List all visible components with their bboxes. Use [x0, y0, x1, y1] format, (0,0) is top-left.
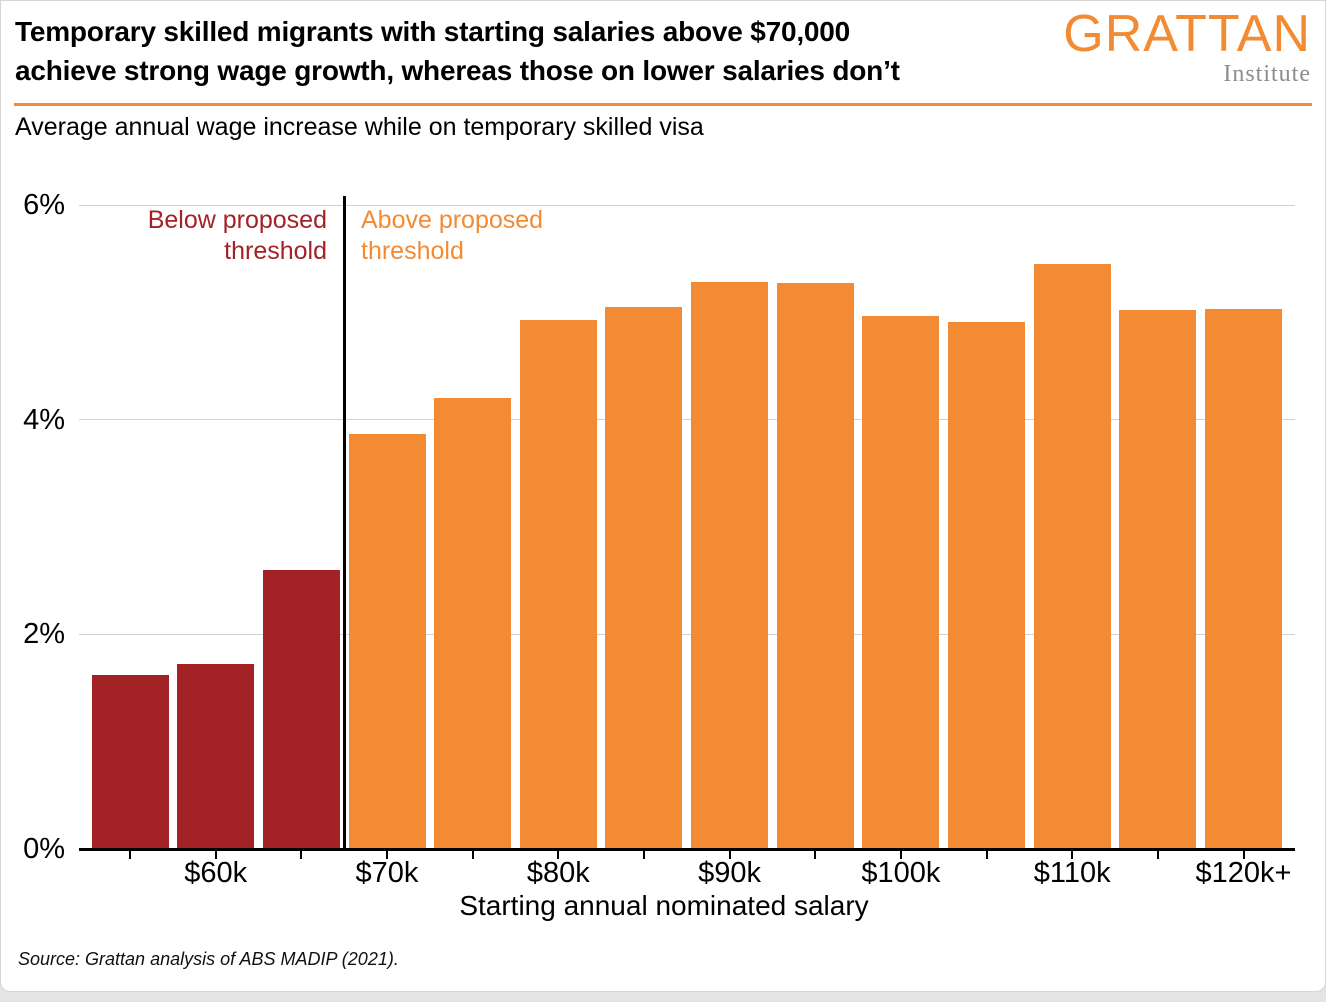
annotation-above-line-2: threshold	[361, 237, 464, 265]
x-axis-tick-10	[899, 851, 902, 859]
bar-3	[262, 569, 340, 849]
x-axis-tick-5	[471, 851, 474, 859]
x-axis-tick-8	[728, 851, 731, 859]
chart-subtitle: Average annual wage increase while on te…	[15, 113, 704, 141]
x-axis-tick-1	[129, 851, 131, 859]
annotation-below-threshold: Below proposed threshold	[148, 205, 327, 267]
bar-5	[434, 398, 512, 849]
logo-institute: Institute	[1223, 61, 1311, 87]
x-axis-label-$60k: $60k	[184, 857, 248, 889]
bar-14	[1205, 309, 1282, 849]
headline-line-1: Temporary skilled migrants with starting…	[15, 16, 851, 47]
y-axis-label-2%: 2%	[23, 618, 65, 651]
annotation-above-threshold: Above proposed threshold	[361, 205, 543, 267]
x-axis-label-$100k: $100k	[861, 857, 941, 889]
x-axis-label-$110k: $110k	[1033, 857, 1111, 889]
x-axis-tick-6	[557, 851, 560, 859]
bar-9	[776, 283, 854, 849]
gridline-4%	[79, 419, 1295, 421]
x-axis-tick-13	[1156, 851, 1159, 859]
x-axis-tick-4	[386, 851, 388, 859]
y-axis-label-4%: 4%	[23, 403, 65, 436]
annotation-below-line-2: threshold	[224, 237, 327, 265]
chart-headline: Temporary skilled migrants with starting…	[15, 12, 1085, 90]
bar-4	[348, 433, 426, 849]
threshold-divider-line	[343, 196, 346, 849]
bar-6	[519, 319, 597, 849]
x-axis-tick-11	[985, 851, 988, 859]
title-rule	[14, 103, 1312, 106]
source-note: Source: Grattan analysis of ABS MADIP (2…	[18, 949, 399, 969]
x-axis-tick-14	[1242, 851, 1245, 859]
x-axis-tick-2	[214, 851, 217, 859]
x-axis-line	[79, 848, 1295, 851]
x-axis-label-$70k: $70k	[355, 857, 419, 889]
x-axis-tick-9	[814, 851, 817, 859]
x-axis-label-$80k: $80k	[526, 857, 590, 889]
y-axis-label-6%: 6%	[23, 189, 65, 221]
y-axis-label-0%: 0%	[23, 833, 65, 865]
x-axis-title: Starting annual nominated salary	[459, 890, 869, 921]
x-axis-tick-3	[300, 851, 303, 859]
bar-7	[605, 307, 683, 849]
logo-wordmark: GRATTAN	[1063, 5, 1311, 63]
bar-13	[1119, 310, 1197, 849]
bar-11	[948, 322, 1025, 849]
bar-2	[177, 664, 255, 849]
headline-line-2: achieve strong wage growth, whereas thos…	[15, 55, 900, 86]
bar-10	[862, 315, 940, 849]
x-axis-label-$120k+: $120k+	[1195, 857, 1292, 889]
gridline-6%	[79, 204, 1295, 206]
gridline-2%	[79, 633, 1295, 635]
bar-12	[1033, 264, 1111, 849]
bar-1	[91, 675, 169, 849]
x-axis-label-$90k: $90k	[698, 857, 762, 889]
grattan-logo: GRATTAN Institute	[1063, 7, 1311, 87]
annotation-below-line-1: Below proposed	[147, 206, 327, 234]
x-axis-tick-12	[1071, 851, 1074, 859]
annotation-above-line-1: Above proposed	[361, 206, 544, 234]
x-axis-tick-7	[642, 851, 645, 859]
bar-8	[691, 282, 769, 849]
